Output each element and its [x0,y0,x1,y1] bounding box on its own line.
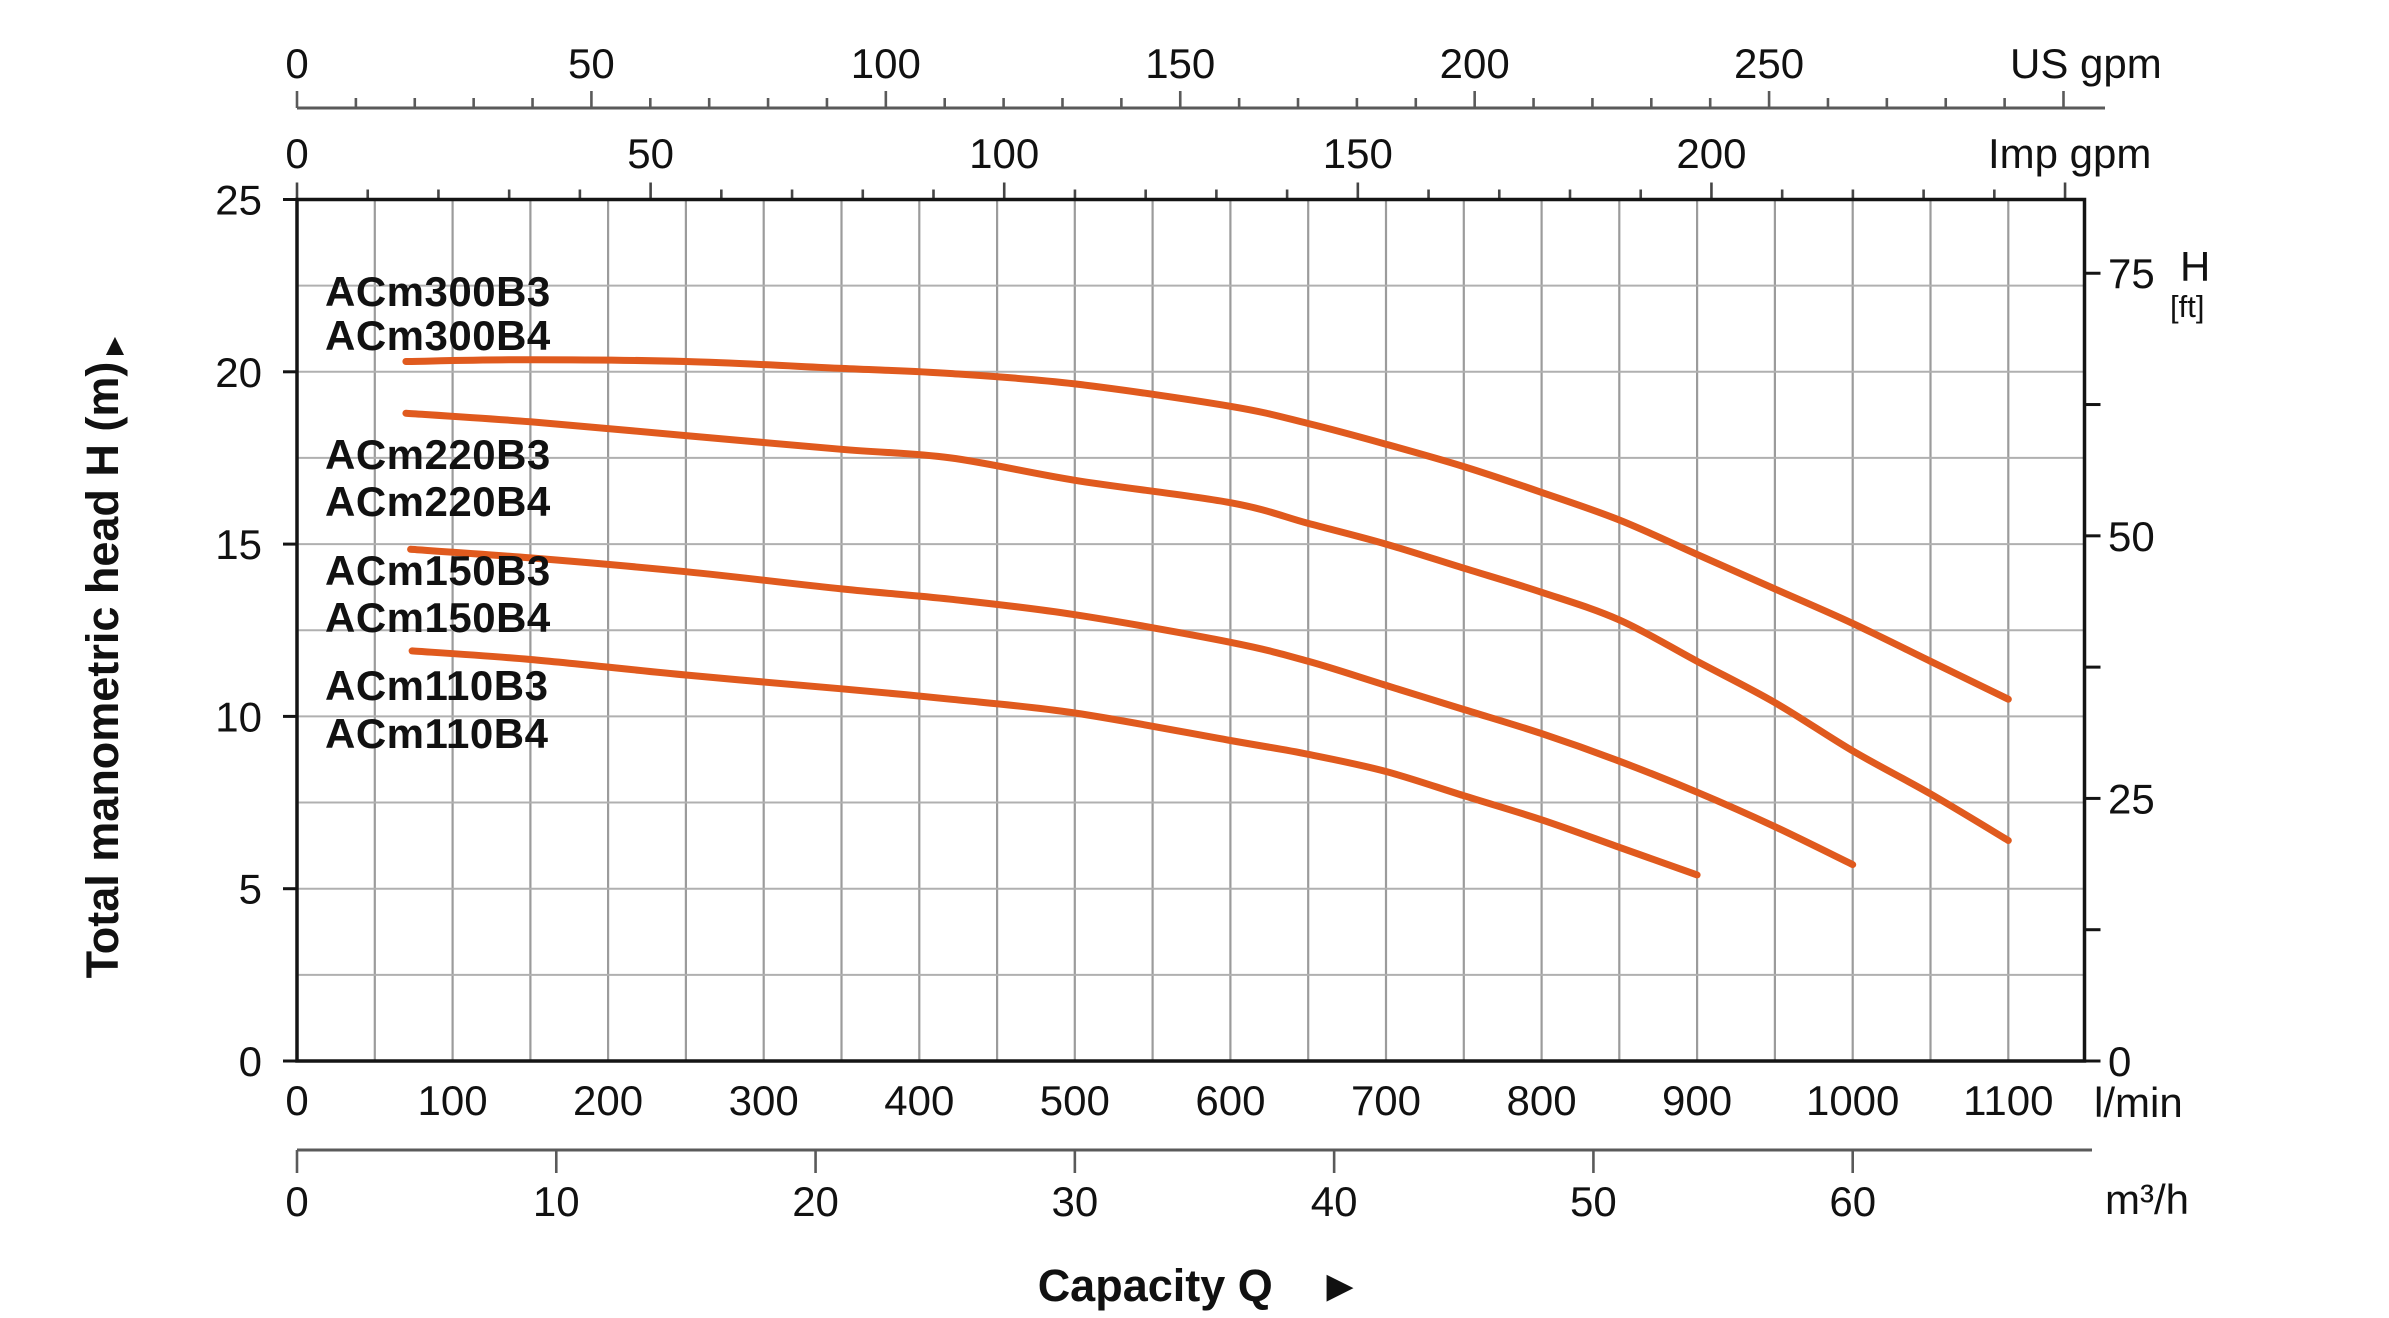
m3h-tick-label: 60 [1829,1178,1876,1225]
axis-titles: Total manometric head H (m)▲ Capacity Q ► [77,327,1362,1311]
series-label-line: ACm110B3 [325,662,548,709]
lmin-unit-label: l/min [2094,1079,2183,1126]
lmin-tick-label: 600 [1195,1077,1265,1124]
pump-curves [402,356,2012,879]
head-m-tick-label: 25 [215,177,262,224]
head-ft-tick-label: 0 [2108,1038,2131,1085]
m3h-tick-label: 30 [1051,1178,1098,1225]
y-axis-feet: 0 25 50 75 H[ft] [2084,243,2210,1085]
head-m-tick-label: 15 [215,521,262,568]
m3h-tick-label: 10 [533,1178,580,1225]
lmin-tick-label: 700 [1351,1077,1421,1124]
lmin-tick-label: 0 [285,1077,308,1124]
imp-gpm-tick-label: 50 [627,130,674,177]
head-m-tick-label: 10 [215,693,262,740]
curve-ACm300B3 [402,356,2012,703]
y-axis-title: Total manometric head H (m) [77,362,128,979]
lmin-tick-label: 200 [573,1077,643,1124]
plot-frame [295,197,2087,1063]
lmin-tick-label: 100 [418,1077,488,1124]
us-gpm-tick-label: 100 [851,40,921,87]
head-ft-tick-label: 50 [2108,513,2155,560]
curve-ACm150B3 [407,545,1857,869]
us-gpm-tick-label: 250 [1734,40,1804,87]
head-ft-axis-title: H [2180,243,2210,290]
curve-ACm220B3 [402,409,2012,844]
us-gpm-unit-label: US gpm [2010,40,2162,87]
lmin-tick-label: 1000 [1806,1077,1899,1124]
series-label-line: ACm110B4 [325,710,549,757]
curve-ACm110B3 [408,647,1701,879]
imp-gpm-tick-label: 200 [1676,130,1746,177]
y-axis-meters: 0 5 10 15 20 25 [215,177,297,1085]
imp-gpm-tick-label: 0 [285,130,308,177]
m3h-tick-label: 20 [792,1178,839,1225]
imp-gpm-unit-label: Imp gpm [1988,130,2151,177]
series-label-line: ACm220B3 [325,431,551,478]
head-ft-tick-label: 25 [2108,775,2155,822]
series-label-line: ACm220B4 [325,478,551,525]
x-axis-lmin: 0 100 200 300 400 500 600 700 800 900 1000 1100 l/mi… [285,1077,2182,1126]
x-axis-us-gpm: 0 50 100 150 200 250 US gpm [285,40,2162,110]
m3h-tick-label: 40 [1311,1178,1358,1225]
lmin-tick-label: 1100 [1963,1077,2053,1124]
m3h-tick-label: 0 [285,1178,308,1225]
imp-gpm-tick-label: 150 [1323,130,1393,177]
grid [297,199,2085,1061]
imp-gpm-tick-label: 100 [969,130,1039,177]
lmin-tick-label: 400 [884,1077,954,1124]
head-m-tick-label: 0 [239,1038,262,1085]
series-label-line: ACm150B4 [325,594,551,641]
head-ft-axis-subtitle: [ft] [2170,289,2204,324]
head-m-tick-label: 5 [239,866,262,913]
lmin-tick-label: 900 [1662,1077,1732,1124]
lmin-tick-label: 800 [1507,1077,1577,1124]
us-gpm-tick-label: 200 [1440,40,1510,87]
up-arrow-icon: ▲ [100,327,131,362]
lmin-tick-label: 300 [729,1077,799,1124]
x-axis-title: Capacity Q ► [1038,1260,1363,1311]
us-gpm-tick-label: 150 [1145,40,1215,87]
x-axis-m3h: 0 10 20 30 40 50 60 m³/h [285,1148,2189,1225]
m3h-tick-label: 50 [1570,1178,1617,1225]
x-axis-imp-gpm: 0 50 100 150 200 Imp gpm [285,130,2151,200]
us-gpm-tick-label: 0 [285,40,308,87]
lmin-tick-label: 500 [1040,1077,1110,1124]
us-gpm-tick-label: 50 [568,40,615,87]
head-ft-tick-label: 75 [2108,250,2155,297]
series-label-line: ACm150B3 [325,547,551,594]
head-m-tick-label: 20 [215,349,262,396]
series-label-line: ACm300B3 [325,268,551,315]
series-label-line: ACm300B4 [325,312,551,359]
m3h-unit-label: m³/h [2105,1176,2189,1223]
